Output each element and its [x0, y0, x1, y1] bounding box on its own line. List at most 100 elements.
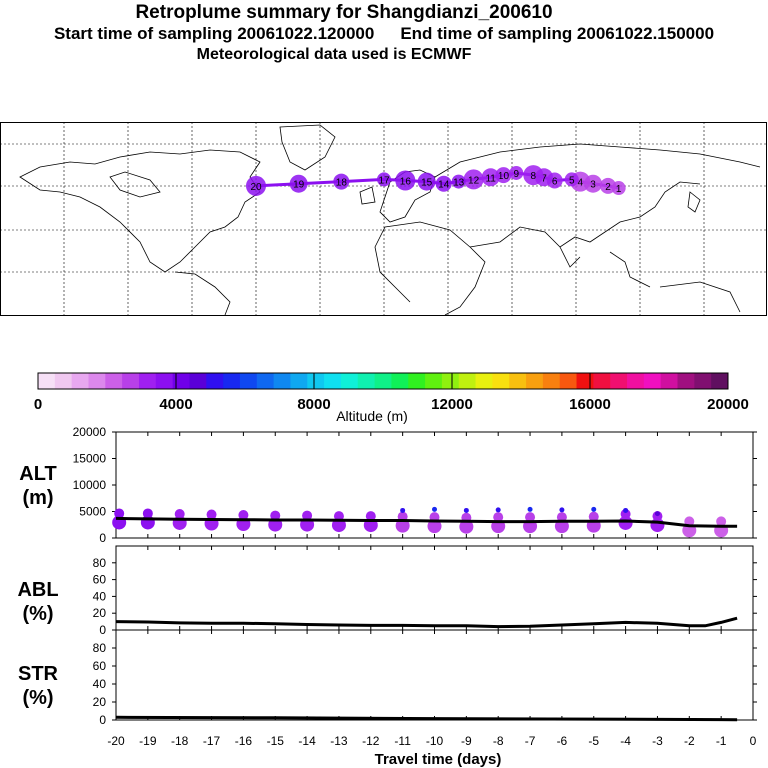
alt-particle — [650, 518, 665, 533]
alt-particle-upper — [432, 506, 437, 512]
alt-particle — [618, 515, 633, 530]
colorbar-cell — [627, 373, 645, 389]
plume-cluster — [377, 172, 391, 187]
met-data-label: Meteorological data used is ECMWF — [196, 46, 472, 63]
y-tick-label: 20 — [93, 695, 107, 709]
colorbar-cell — [660, 373, 679, 389]
y-tick-label: 60 — [93, 659, 107, 673]
plume-cluster-label: 4 — [577, 178, 583, 189]
plume-cluster-label: 8 — [531, 171, 537, 182]
colorbar-cell — [189, 373, 207, 389]
plume-cluster-label: 7 — [541, 173, 547, 184]
x-tick-label: -4 — [620, 734, 631, 748]
x-tick-label: -13 — [330, 734, 348, 748]
plume-cluster-label: 11 — [485, 173, 496, 184]
x-tick-label: -14 — [298, 734, 316, 748]
colorbar-cell — [593, 373, 611, 389]
colorbar-cell — [475, 373, 493, 389]
colorbar-cell — [88, 373, 106, 389]
x-tick-label: -7 — [525, 734, 536, 748]
plume-cluster — [481, 168, 500, 187]
alt-particle — [427, 519, 442, 534]
x-tick-label: -8 — [493, 734, 504, 748]
colorbar-cell — [54, 373, 73, 389]
x-tick-label: -20 — [107, 734, 125, 748]
plume-cluster — [564, 172, 579, 187]
alt-mean-line — [115, 516, 738, 528]
y-tick-label: 80 — [93, 641, 107, 655]
plume-cluster-label: 1 — [616, 184, 622, 195]
x-tick-label: 0 — [750, 734, 757, 748]
str-panel: 0 20 40 60 80 STR (%) — [18, 629, 757, 727]
colorbar-cell — [542, 373, 561, 389]
plume-cluster — [435, 175, 452, 192]
colorbar-tick-label: 0 — [34, 396, 42, 413]
plume-cluster-label: 18 — [336, 178, 348, 189]
plume-cluster-label: 13 — [453, 178, 465, 189]
y-tick-label: 10000 — [73, 478, 107, 492]
colorbar-cell — [38, 373, 56, 389]
colorbar-cell — [105, 373, 123, 389]
x-axis-title: Travel time (days) — [375, 751, 502, 768]
colorbar-cell — [610, 373, 628, 389]
sampling-times: Start time of sampling 20061022.120000 En… — [0, 24, 768, 44]
colorbar-cell — [206, 373, 224, 389]
colorbar-cell — [391, 373, 409, 389]
colorbar-cell — [458, 373, 477, 389]
plume-cluster-label: 20 — [250, 182, 262, 193]
colorbar-cell — [576, 373, 594, 389]
alt-panel: 0 5000 10000 15000 20000 ALT (m) — [19, 425, 757, 545]
panel-ylabel: ABL (%) — [17, 579, 58, 625]
plume-cluster — [289, 174, 308, 193]
time-series-panels: 0 5000 10000 15000 20000 ALT (m) 0 20 40 60 80 ABL(… — [17, 425, 757, 768]
x-tick-label: -5 — [588, 734, 599, 748]
colorbar-cell — [526, 373, 544, 389]
colorbar-label: Altitude (m) — [336, 408, 408, 424]
x-tick-label: -12 — [362, 734, 380, 748]
x-tick-label: -17 — [203, 734, 221, 748]
plume-cluster — [523, 165, 544, 186]
plume-cluster-label: 17 — [378, 175, 390, 186]
colorbar-cell — [559, 373, 578, 389]
alt-particle-upper — [623, 507, 629, 513]
plume-cluster — [509, 165, 524, 180]
y-tick-label: 40 — [93, 677, 107, 691]
colorbar-cell — [374, 373, 392, 389]
y-tick-label: 5000 — [79, 505, 106, 519]
alt-particle-upper — [591, 506, 597, 512]
colorbar-tick-label: 16000 — [569, 396, 611, 413]
y-tick-label: 0 — [99, 623, 106, 637]
x-tick-label: -6 — [557, 734, 568, 748]
y-tick-label: 20 — [93, 606, 107, 620]
plume-cluster — [395, 170, 416, 191]
x-tick-label: -15 — [267, 734, 285, 748]
panel-ylabel: ALT (m) — [19, 463, 56, 509]
x-tick-label: -10 — [426, 734, 444, 748]
x-tick-label: -2 — [684, 734, 695, 748]
end-time-label: End time of sampling 20061022.150000 — [400, 24, 715, 43]
x-tick-label: -1 — [716, 734, 727, 748]
colorbar-cell — [239, 373, 258, 389]
colorbar-cell — [138, 373, 157, 389]
colorbar-tick-label: 20000 — [707, 396, 749, 413]
plume-cluster — [451, 174, 466, 189]
travel-time-axis: -20 -19 -18 -17 -16 -15 -14 -13 -12 -11 -10 -9 -8 -7-… — [107, 734, 756, 748]
plume-cluster-label: 9 — [513, 169, 519, 180]
alt-particle — [395, 518, 410, 533]
colorbar-tick-label: 4000 — [159, 396, 192, 413]
colorbar-cell — [172, 373, 190, 389]
colorbar-cell — [711, 373, 729, 389]
alt-particle-upper — [400, 507, 406, 513]
colorbar-cell — [155, 373, 174, 389]
colorbar-cell — [677, 373, 695, 389]
colorbar-cell — [643, 373, 662, 389]
colorbar-cell — [492, 373, 510, 389]
plume-cluster-label: 15 — [421, 178, 433, 189]
colorbar-cell — [509, 373, 527, 389]
x-tick-label: -3 — [652, 734, 663, 748]
alt-particle-upper — [654, 511, 660, 517]
colorbar-tick-label: 12000 — [431, 396, 473, 413]
colorbar-cell — [340, 373, 359, 389]
